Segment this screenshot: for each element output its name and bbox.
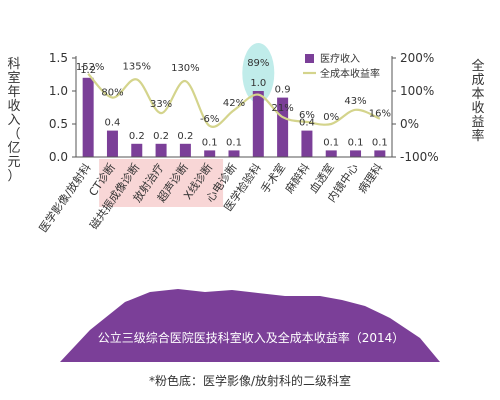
y-right-tick-label: 200% bbox=[400, 51, 434, 65]
bar-value-label: 0.1 bbox=[202, 137, 218, 148]
footnote: *粉色底：医学影像/放射科的二级科室 bbox=[148, 374, 352, 388]
category-highlights bbox=[99, 43, 275, 207]
x-tick-label: 麻醉科 bbox=[282, 161, 312, 196]
bar bbox=[301, 130, 313, 157]
banner-title: 公立三级综合医院医技科室收入及全成本收益率（2014） bbox=[98, 330, 405, 345]
y-left-tick-label: 1.0 bbox=[49, 84, 68, 98]
bar-value-label: 0.2 bbox=[177, 131, 193, 142]
rate-value-label: 80% bbox=[101, 88, 123, 99]
bar bbox=[277, 97, 289, 157]
bars bbox=[82, 77, 386, 157]
rate-value-label: 42% bbox=[223, 98, 245, 109]
rate-line-path bbox=[87, 73, 381, 128]
rate-value-label: 0% bbox=[323, 112, 339, 123]
bar-value-label: 0.4 bbox=[299, 118, 315, 129]
bar bbox=[204, 150, 216, 157]
bar-value-label: 0.1 bbox=[372, 137, 388, 148]
x-tick-label: 手术室 bbox=[258, 161, 288, 196]
bar bbox=[350, 150, 362, 157]
rate-value-label: 21% bbox=[271, 103, 293, 114]
y-left-axis-title: 科室年收入（亿元） bbox=[7, 57, 20, 184]
bar-value-label: 0.1 bbox=[323, 137, 339, 148]
bar bbox=[131, 143, 143, 157]
bar-value-label: 0.9 bbox=[275, 85, 291, 96]
rate-value-label: 16% bbox=[369, 109, 391, 120]
rate-line bbox=[87, 73, 381, 128]
bar bbox=[228, 150, 240, 157]
bar-value-label: 0.4 bbox=[105, 118, 121, 129]
bar-value-label: 0.2 bbox=[129, 131, 145, 142]
bar bbox=[374, 150, 386, 157]
legend-label-bar: 医疗收入 bbox=[320, 52, 360, 65]
rate-value-label: 135% bbox=[122, 61, 151, 72]
bar bbox=[325, 150, 337, 157]
bar-value-label: 1.2 bbox=[80, 65, 96, 76]
teal-highlight-ellipse bbox=[242, 43, 275, 103]
y-right-tick-label: -100% bbox=[400, 150, 439, 164]
rate-value-label: 6% bbox=[299, 110, 315, 121]
bar bbox=[155, 143, 167, 157]
bar-value-label: 0.1 bbox=[348, 137, 364, 148]
rate-value-label: 89% bbox=[247, 58, 269, 69]
rate-value-label: 33% bbox=[150, 99, 172, 110]
y-left-tick-label: 1.5 bbox=[49, 51, 68, 65]
rate-value-label: -6% bbox=[200, 114, 219, 125]
x-tick-label: 医学影像/放射科 bbox=[36, 161, 94, 235]
bar bbox=[106, 130, 118, 157]
data-labels: 1.2 0.4 0.2 0.2 0.2 0.1 0.1 1.0 0.9 0.4 0.1 0.1 0.1 1… bbox=[76, 58, 391, 148]
rate-value-label: 152% bbox=[76, 62, 105, 73]
bar bbox=[252, 91, 264, 157]
rate-value-label: 43% bbox=[344, 96, 366, 107]
x-tick-label: 病理科 bbox=[355, 161, 385, 196]
bar bbox=[82, 77, 94, 157]
legend-swatch-bar bbox=[305, 54, 314, 63]
rate-value-label: 130% bbox=[171, 63, 200, 74]
legend-label-line: 全成本收益率 bbox=[320, 67, 380, 80]
bar bbox=[179, 143, 191, 157]
bar-value-label: 0.1 bbox=[226, 137, 242, 148]
bar-value-label: 1.0 bbox=[250, 78, 266, 89]
y-left-tick-label: 0.0 bbox=[49, 150, 68, 164]
y-right-axis-title: 全成本收益率 bbox=[471, 58, 484, 144]
banner-shape bbox=[60, 289, 440, 362]
pink-highlight-band bbox=[99, 159, 224, 207]
banner: 公立三级综合医院医技科室收入及全成本收益率（2014） bbox=[60, 289, 440, 362]
y-left-tick-label: 0.5 bbox=[49, 117, 68, 131]
y-right-tick-label: 0% bbox=[400, 117, 419, 131]
bar-value-label: 0.2 bbox=[153, 131, 169, 142]
y-right-tick-label: 100% bbox=[400, 84, 434, 98]
